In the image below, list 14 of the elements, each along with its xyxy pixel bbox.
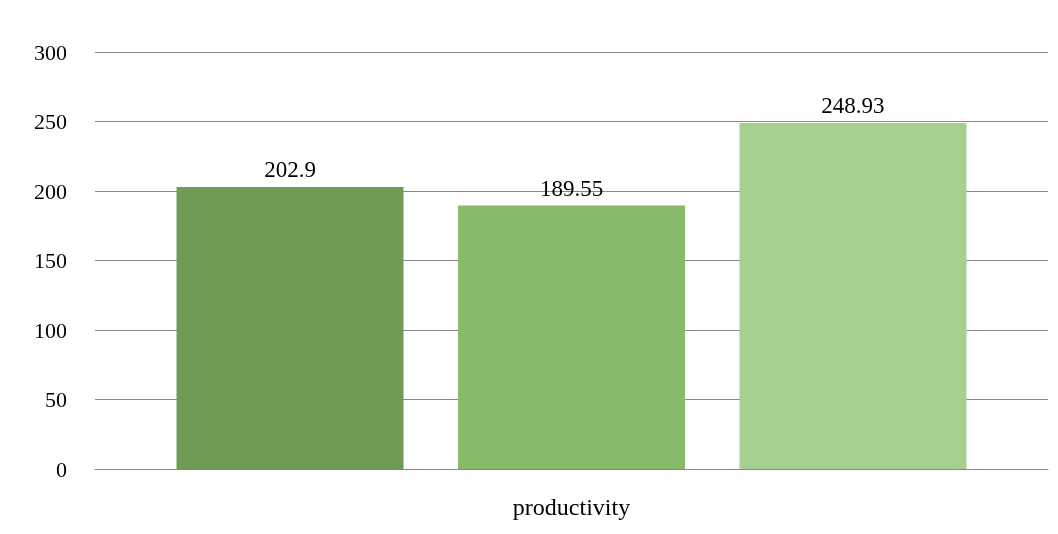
data-label: 202.9 [264, 156, 316, 182]
data-label: 189.55 [539, 175, 604, 201]
y-tick-label: 50 [45, 387, 67, 412]
x-tick-label: productivity [512, 494, 631, 520]
y-tick-label: 300 [34, 39, 67, 65]
y-tick-label: 100 [34, 317, 67, 343]
y-tick-label: 250 [34, 109, 67, 134]
data-label: 248.93 [821, 92, 885, 118]
y-tick-label: 150 [34, 248, 67, 273]
bar [458, 205, 685, 469]
bar [176, 186, 404, 469]
bar [739, 122, 967, 469]
y-tick-label: 0 [56, 456, 67, 482]
y-tick-label: 200 [34, 178, 67, 204]
